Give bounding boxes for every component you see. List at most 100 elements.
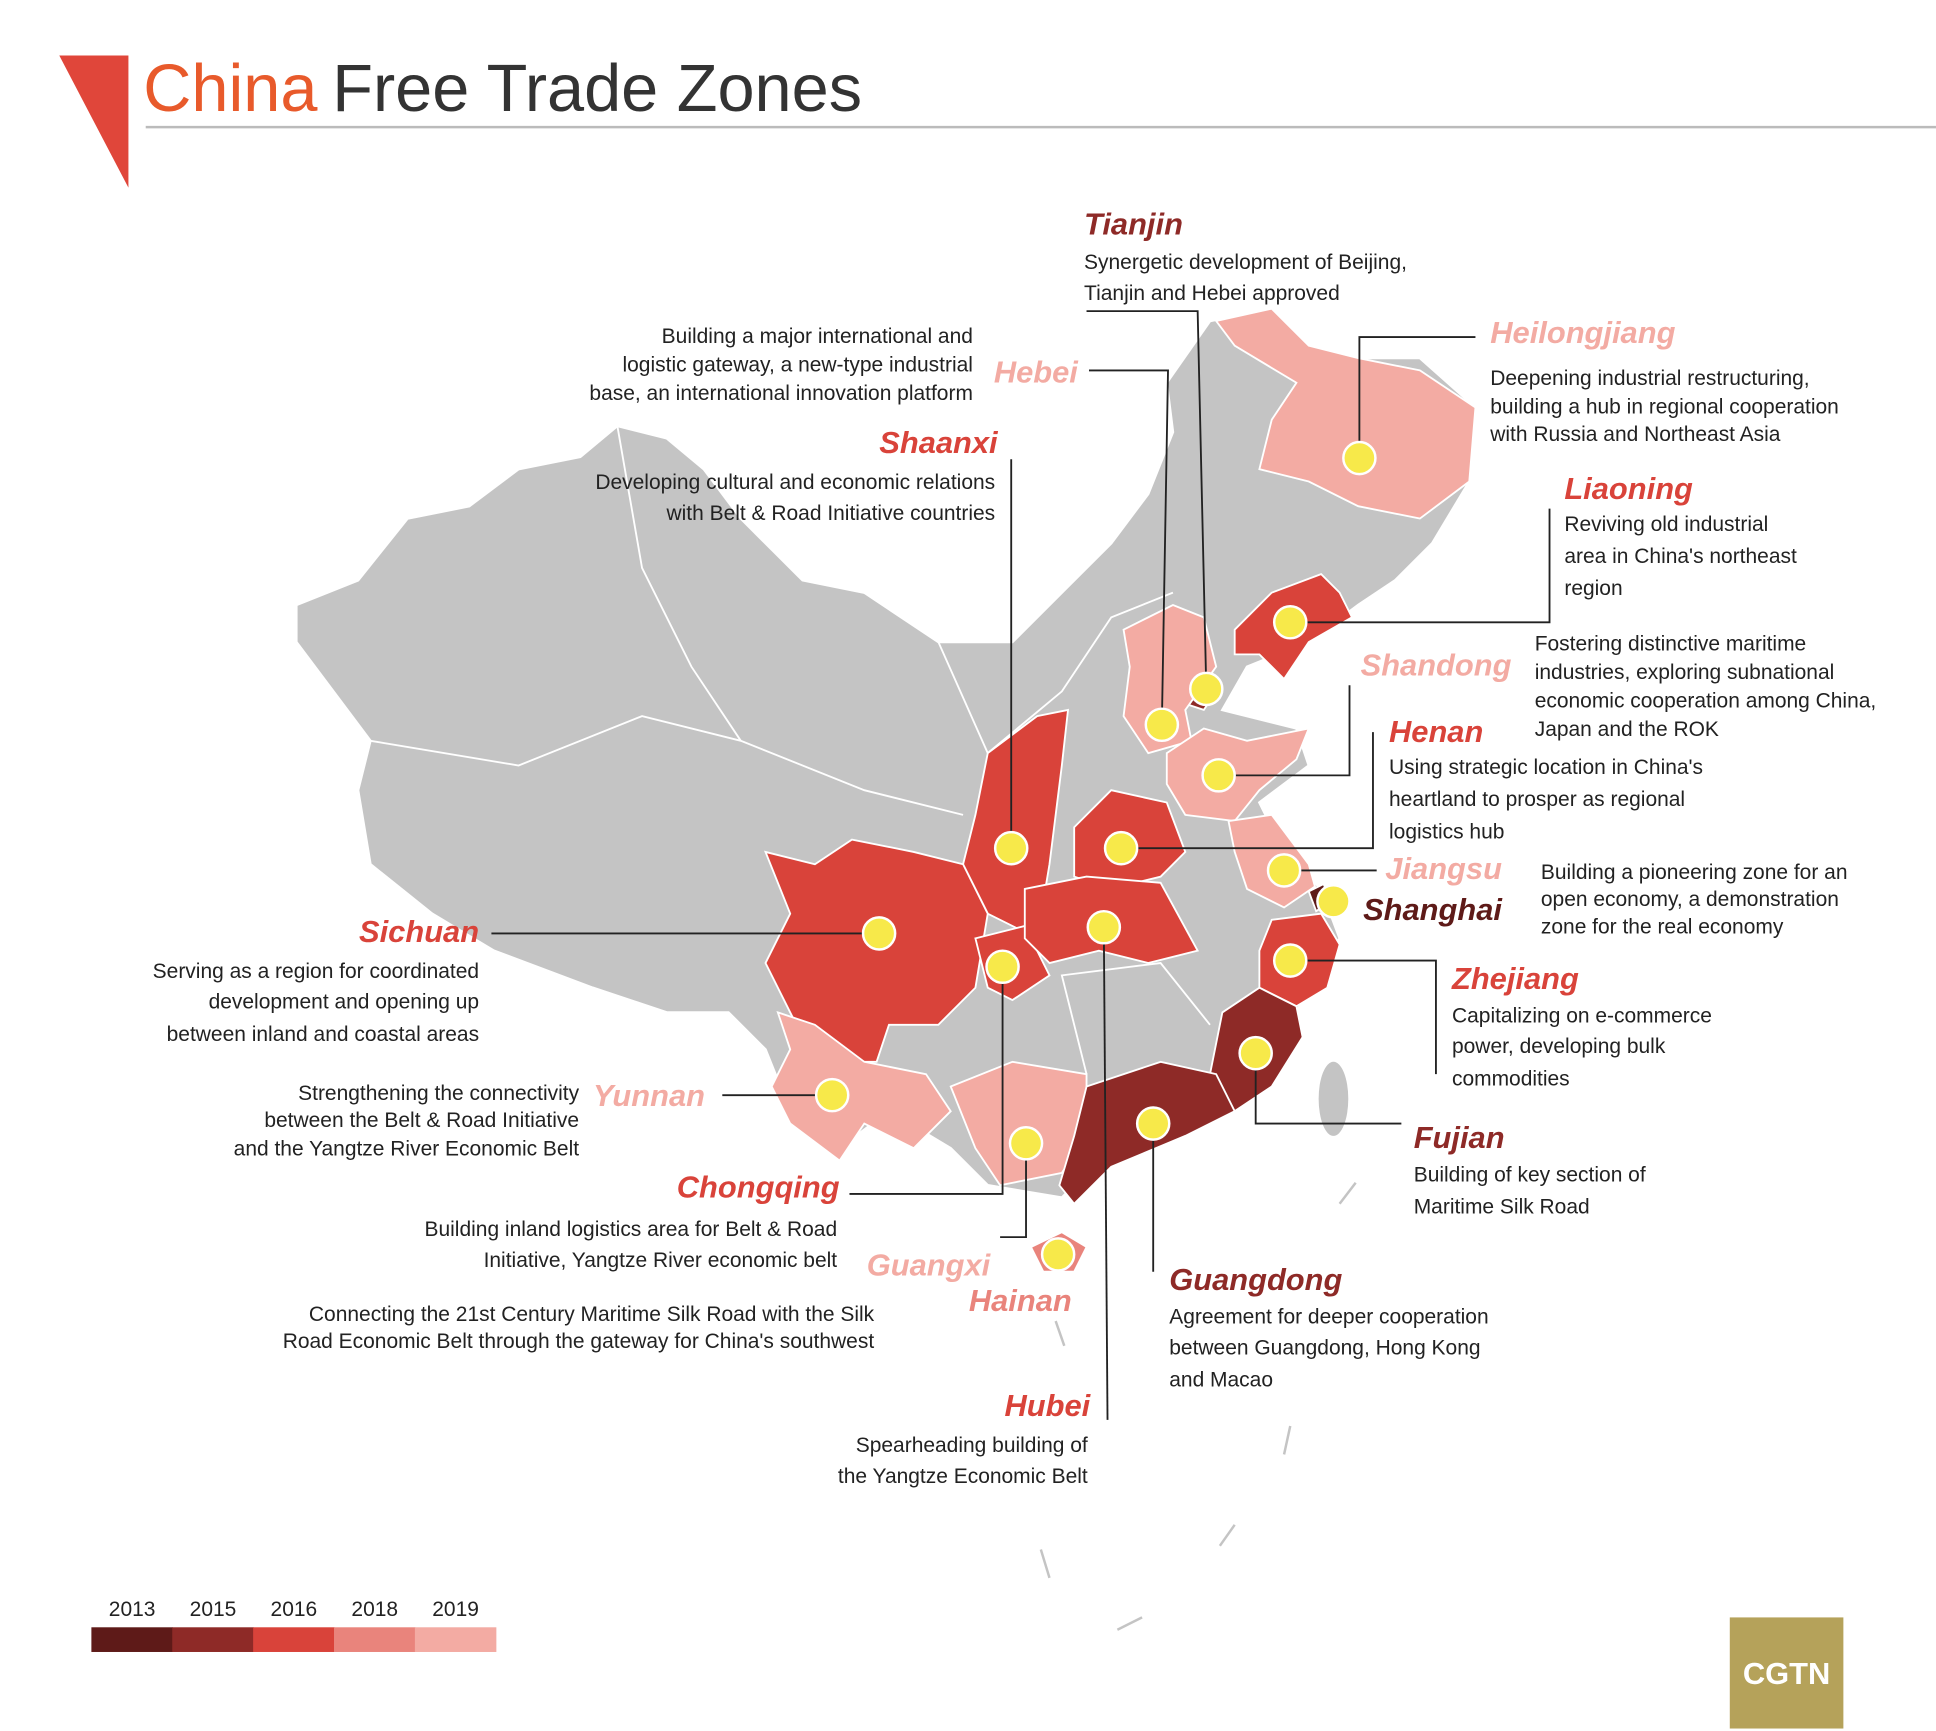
leader-line [1254, 1053, 1402, 1125]
zone-description: Initiative, Yangtze River economic belt [484, 1249, 838, 1272]
china-outline [295, 307, 1477, 1199]
zone-dot [1144, 707, 1180, 743]
zone-dot [1040, 1237, 1076, 1272]
legend-swatch [172, 1627, 254, 1652]
zone-description: Japan and the ROK [1535, 718, 1719, 741]
legend-label: 2018 [351, 1598, 398, 1621]
zone-description: Tianjin and Hebei approved [1084, 282, 1340, 305]
legend-swatch [333, 1627, 416, 1652]
zone-dot [1008, 1126, 1044, 1161]
zone-description: commodities [1452, 1067, 1570, 1090]
zone-name: Shanghai [1363, 892, 1503, 927]
zone-name: Shaanxi [879, 425, 999, 460]
zone-description: logistics hub [1389, 820, 1504, 843]
zone-dot [985, 949, 1020, 985]
zone-dot [1342, 440, 1377, 476]
zone-description: Fostering distinctive maritime [1535, 633, 1807, 656]
zone-description: Spearheading building of [856, 1434, 1088, 1457]
zone-dot [1201, 758, 1236, 793]
zone-dot [861, 916, 897, 951]
zone-description: Agreement for deeper cooperation [1169, 1306, 1488, 1329]
zone-name: Liaoning [1564, 471, 1693, 506]
zone-dot [1272, 604, 1308, 640]
zone-name: Hainan [969, 1283, 1072, 1318]
zone-dot [814, 1077, 850, 1113]
logo: CGTN [1743, 1656, 1830, 1691]
zone-regions [763, 307, 1477, 1273]
zone-description: Maritime Silk Road [1414, 1196, 1590, 1219]
taiwan [1318, 1061, 1349, 1136]
zone-description: Serving as a region for coordinated [153, 960, 479, 983]
legend-label: 2013 [109, 1598, 156, 1621]
zone-name: Tianjin [1084, 207, 1183, 242]
zone-description: and the Yangtze River Economic Belt [234, 1138, 580, 1161]
borders [370, 425, 1211, 1075]
zone-description: Building of key section of [1414, 1164, 1646, 1187]
zone-description: Connecting the 21st Century Maritime Sil… [309, 1303, 875, 1326]
leader-line [1358, 336, 1476, 459]
zone-description: area in China's northeast [1564, 545, 1797, 568]
zone-description: open economy, a demonstration [1541, 888, 1839, 911]
zone-description: industries, exploring subnational [1535, 661, 1835, 684]
zone-description: building a hub in regional cooperation [1490, 396, 1839, 419]
zone-dot [1135, 1106, 1171, 1141]
zone-description: Developing cultural and economic relatio… [595, 471, 995, 494]
legend-label: 2015 [190, 1598, 237, 1621]
zone-dot [1103, 830, 1139, 866]
zone-description: Synergetic development of Beijing, [1084, 251, 1407, 274]
zone-description: Road Economic Belt through the gateway f… [283, 1330, 875, 1353]
leader-line [1000, 1143, 1027, 1239]
zone-name: Hebei [994, 355, 1079, 390]
legend: 2013 2015 2016 2018 2019 [91, 1598, 497, 1652]
zone-name: Chongqing [677, 1170, 840, 1205]
title-rest: Free Trade Zones [332, 52, 862, 126]
zone-region [770, 1010, 952, 1162]
zone-name: Yunnan [593, 1078, 705, 1113]
zone-description: region [1564, 577, 1622, 600]
leader-line [1121, 732, 1374, 850]
title: China Free Trade Zones [143, 52, 862, 126]
zone-description: with Russia and Northeast Asia [1489, 423, 1781, 446]
zone-name: Fujian [1414, 1120, 1505, 1155]
zone-dot [1189, 671, 1224, 707]
leaders [491, 310, 1551, 1420]
logo-box [1729, 1617, 1844, 1729]
zone-description: power, developing bulk [1452, 1035, 1666, 1058]
legend-label: 2016 [271, 1598, 318, 1621]
zone-name: Heilongjiang [1490, 315, 1675, 350]
zone-name: Hubei [1004, 1388, 1091, 1423]
zone-description: Building a major international and [662, 325, 973, 348]
leader-line [1086, 310, 1208, 689]
zone-description: economic cooperation among China, [1535, 689, 1877, 712]
zone-dot [1086, 909, 1122, 945]
zone-labels: Tianjin Synergetic development of Beijing… [153, 207, 1877, 1488]
zone-dot [993, 830, 1029, 866]
zone-dot [1238, 1035, 1273, 1071]
zone-name: Guangdong [1169, 1262, 1342, 1297]
zone-description: and Macao [1169, 1369, 1273, 1392]
legend-swatch [91, 1627, 173, 1652]
zone-description: Capitalizing on e-commerce [1452, 1004, 1712, 1027]
zone-description: Deepening industrial restructuring, [1490, 367, 1809, 390]
sea-dashes [1039, 1182, 1357, 1631]
zone-name: Shandong [1361, 647, 1512, 682]
zone-dot [1266, 853, 1302, 888]
zone-region [763, 838, 989, 1063]
zone-name: Guangxi [867, 1247, 992, 1282]
zone-dot [1272, 943, 1308, 978]
zone-description: with Belt & Road Initiative countries [665, 502, 995, 525]
leader-line [1218, 685, 1351, 777]
zone-description: the Yangtze Economic Belt [838, 1465, 1088, 1488]
zone-description: Using strategic location in China's [1389, 756, 1703, 779]
zone-name: Henan [1389, 714, 1483, 749]
zone-name: Sichuan [359, 914, 479, 949]
title-highlight: China [143, 52, 318, 126]
title-triangle [59, 55, 129, 188]
leader-line [1290, 508, 1551, 624]
zone-name: Jiangsu [1385, 851, 1502, 886]
zone-region [1214, 307, 1477, 520]
zone-description: Strengthening the connectivity [298, 1082, 579, 1105]
zone-description: Building inland logistics area for Belt … [425, 1218, 838, 1241]
